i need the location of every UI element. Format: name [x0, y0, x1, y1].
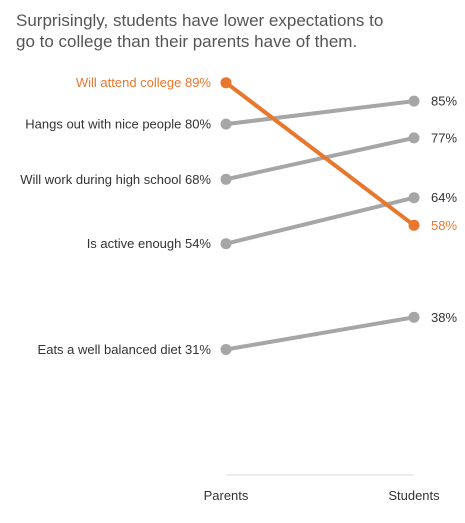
point-parents-will-attend-college — [220, 77, 232, 89]
label-parents-will-attend-college: Will attend college 89% — [76, 75, 212, 90]
point-students-will-work-during-high-school — [408, 132, 420, 144]
point-students-will-attend-college — [408, 219, 420, 231]
x-tick-label-parents: Parents — [204, 488, 249, 503]
point-parents-hangs-out-with-nice-people — [220, 118, 232, 130]
label-parents-hangs-out-with-nice-people: Hangs out with nice people 80% — [25, 117, 211, 132]
series-line-will-attend-college — [224, 80, 416, 228]
point-parents-is-active-enough — [220, 238, 232, 250]
series-eats-a-well-balanced-diet: Eats a well balanced diet 31% 38% — [38, 310, 458, 357]
series-line-will-work-during-high-school — [224, 135, 416, 182]
point-students-eats-a-well-balanced-diet — [408, 311, 420, 323]
series-line-eats-a-well-balanced-diet — [224, 315, 416, 352]
point-students-hangs-out-with-nice-people — [408, 95, 420, 107]
series-hangs-out-with-nice-people: Hangs out with nice people 80% 85% — [25, 94, 457, 132]
chart-title: Surprisingly, students have lower expect… — [16, 11, 384, 51]
label-students-will-work-during-high-school: 77% — [431, 130, 457, 145]
series-will-work-during-high-school: Will work during high school 68% 77% — [20, 130, 457, 186]
series-line-is-active-enough — [224, 195, 416, 246]
series-layer: Hangs out with nice people 80% 85% Will wo… — [20, 75, 457, 357]
series-will-attend-college: Will attend college 89% 58% — [76, 75, 458, 233]
label-students-is-active-enough: 64% — [431, 190, 457, 205]
series-is-active-enough: Is active enough 54% 64% — [87, 190, 458, 251]
point-parents-eats-a-well-balanced-diet — [220, 344, 232, 355]
label-students-hangs-out-with-nice-people: 85% — [431, 94, 457, 109]
point-students-is-active-enough — [408, 192, 420, 204]
label-parents-eats-a-well-balanced-diet: Eats a well balanced diet 31% — [38, 342, 212, 357]
series-line-hangs-out-with-nice-people — [224, 99, 416, 127]
x-tick-label-students: Students — [388, 488, 440, 503]
label-students-eats-a-well-balanced-diet: 38% — [431, 310, 457, 325]
label-parents-will-work-during-high-school: Will work during high school 68% — [20, 172, 211, 187]
point-parents-will-work-during-high-school — [220, 173, 232, 185]
label-parents-is-active-enough: Is active enough 54% — [87, 236, 212, 251]
label-students-will-attend-college: 58% — [431, 218, 457, 233]
